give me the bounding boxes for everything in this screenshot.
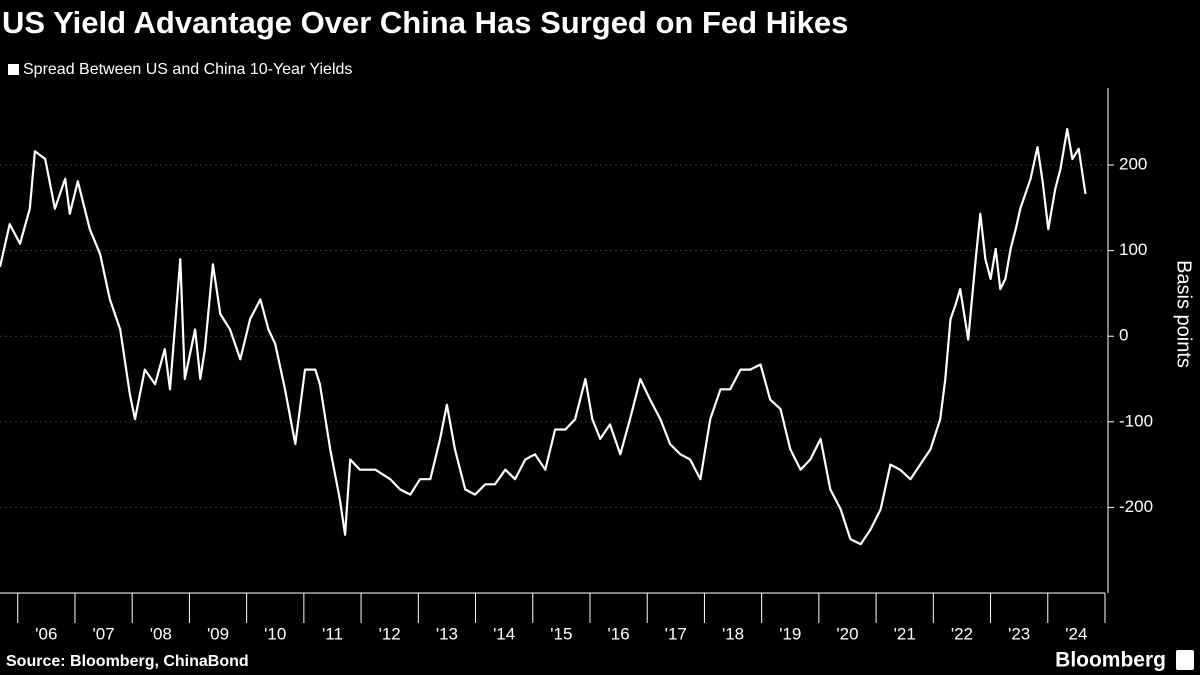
x-tick-label: '08 (150, 624, 172, 643)
x-tick-label: '11 (322, 624, 343, 643)
chart-title: US Yield Advantage Over China Has Surged… (2, 5, 848, 40)
x-tick-label: '13 (436, 624, 458, 643)
x-tick-label: '09 (207, 624, 229, 643)
x-tick-label: '16 (608, 624, 630, 643)
x-tick-label: '07 (92, 624, 114, 643)
y-tick-label: 200 (1119, 155, 1147, 174)
legend-label: Spread Between US and China 10-Year Yiel… (23, 61, 352, 78)
y-tick-label: 0 (1119, 326, 1128, 345)
x-tick-label: '23 (1008, 624, 1030, 643)
y-tick-label: 100 (1119, 240, 1147, 259)
x-tick-label: '15 (550, 624, 572, 643)
x-tick-label: '12 (379, 624, 401, 643)
x-tick-label: '21 (894, 624, 916, 643)
brand: Bloomberg (1055, 649, 1166, 672)
x-tick-label: '10 (264, 624, 286, 643)
legend-swatch (8, 64, 19, 75)
x-tick-label: '06 (35, 624, 57, 643)
x-tick-label: '17 (665, 624, 687, 643)
x-tick-label: '18 (722, 624, 744, 643)
y-axis-label: Basis points (1173, 260, 1195, 368)
source: Source: Bloomberg, ChinaBond (6, 653, 249, 670)
x-tick-label: '20 (836, 624, 858, 643)
x-tick-label: '19 (779, 624, 801, 643)
series-line (0, 128, 1087, 546)
y-tick-label: -200 (1119, 497, 1153, 516)
y-tick-label: -100 (1119, 411, 1153, 430)
x-tick-label: '24 (1065, 624, 1087, 643)
x-tick-label: '22 (951, 624, 973, 643)
x-tick-label: '14 (493, 624, 515, 643)
brand-icon (1176, 650, 1194, 670)
